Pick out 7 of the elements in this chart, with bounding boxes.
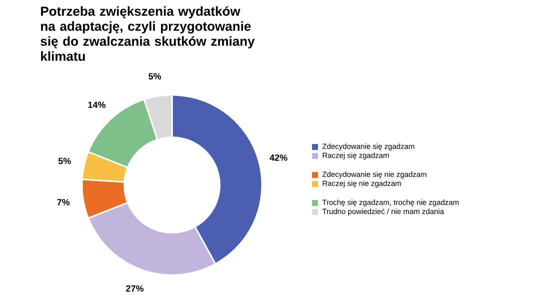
data-label: 7% — [57, 199, 70, 206]
chart-title: Potrzeba zwiększenia wydatków na adaptację, czyli przygotowanie się do zwalczania skutków zmiany klimatu — [40, 6, 255, 61]
data-label: 5% — [58, 158, 71, 164]
data-label: 42% — [270, 154, 288, 161]
data-label: 27% — [126, 285, 144, 292]
data-label: 5% — [148, 73, 162, 80]
data-label: 14% — [88, 102, 106, 108]
